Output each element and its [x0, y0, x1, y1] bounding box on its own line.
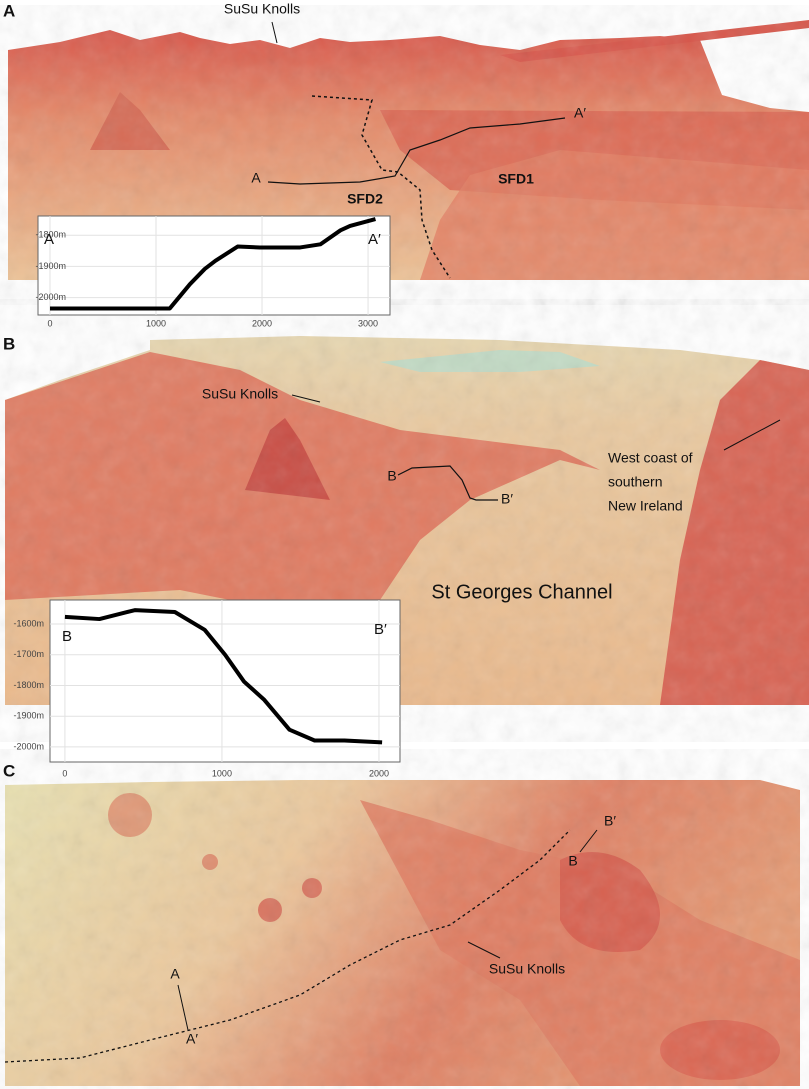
map-label: B [387, 468, 396, 484]
map-label: A′ [186, 1031, 198, 1047]
y-tick-label: -1600m [13, 618, 44, 628]
map-label: SFD2 [347, 191, 383, 207]
map-label: A [251, 170, 261, 186]
x-tick-label: 3000 [358, 318, 378, 328]
map-label: southern [608, 474, 662, 490]
map-label: B′ [604, 813, 616, 829]
panel-letter: A [3, 1, 15, 20]
map-label: SuSu Knolls [202, 386, 278, 402]
x-tick-label: 2000 [369, 768, 389, 778]
map-label: New Ireland [608, 498, 683, 514]
y-tick-label: -2000m [13, 741, 44, 751]
panel-c-terrain [4, 780, 800, 1086]
map-label: B [568, 853, 577, 869]
inset-frame [49, 599, 401, 763]
map-label: SFD1 [498, 171, 534, 187]
map-label: West coast of [608, 450, 693, 466]
profile-line [64, 608, 383, 745]
y-tick-label: -2000m [35, 292, 66, 302]
map-label: A [170, 966, 180, 982]
map-label: St Georges Channel [431, 581, 612, 603]
x-tick-label: 2000 [252, 318, 272, 328]
y-tick-label: -1700m [13, 649, 44, 659]
profile-line [49, 217, 376, 311]
x-tick-label: 1000 [146, 318, 166, 328]
panel-letter: C [3, 761, 15, 780]
map-label: SuSu Knolls [224, 1, 300, 17]
x-tick-label: 0 [47, 318, 52, 328]
x-tick-label: 0 [62, 768, 67, 778]
profile-start-label: A [44, 231, 54, 248]
panel-letter: B [3, 334, 15, 353]
inset-frame [37, 215, 391, 316]
y-tick-label: -1900m [13, 711, 44, 721]
profile-start-label: B [62, 628, 72, 645]
y-tick-label: -1800m [35, 230, 66, 240]
y-tick-label: -1900m [35, 261, 66, 271]
map-label: B′ [501, 491, 513, 507]
y-tick-label: -1800m [13, 680, 44, 690]
x-tick-label: 1000 [212, 768, 232, 778]
profile-end-label: A′ [368, 231, 381, 248]
map-label: SuSu Knolls [489, 961, 565, 977]
profile-end-label: B′ [374, 621, 387, 638]
map-label: A′ [574, 105, 586, 121]
